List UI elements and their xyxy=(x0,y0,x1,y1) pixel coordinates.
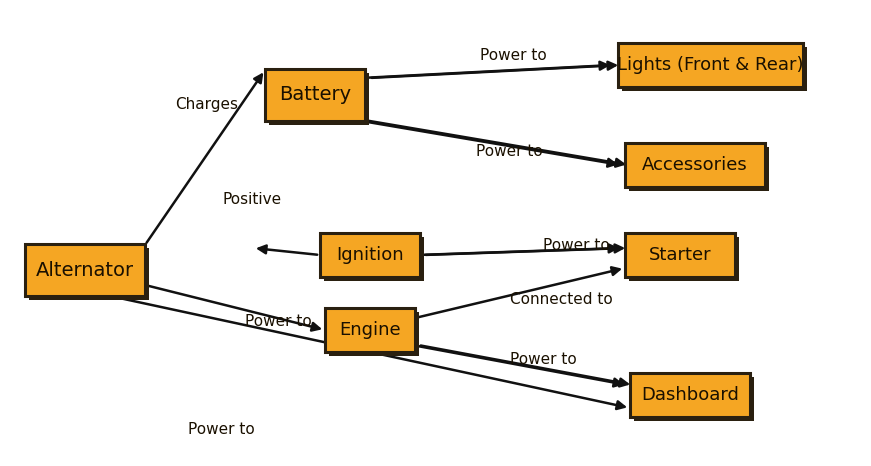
Text: Alternator: Alternator xyxy=(36,260,134,280)
Text: Power to: Power to xyxy=(480,48,547,62)
FancyBboxPatch shape xyxy=(625,233,735,277)
Text: Lights (Front & Rear): Lights (Front & Rear) xyxy=(617,56,803,74)
Text: Battery: Battery xyxy=(279,85,351,104)
FancyBboxPatch shape xyxy=(618,43,802,87)
Text: Engine: Engine xyxy=(339,321,401,339)
FancyBboxPatch shape xyxy=(325,308,415,352)
FancyBboxPatch shape xyxy=(629,147,769,191)
FancyBboxPatch shape xyxy=(622,47,807,91)
FancyBboxPatch shape xyxy=(25,244,145,296)
FancyBboxPatch shape xyxy=(29,248,149,300)
Text: Ignition: Ignition xyxy=(336,246,404,264)
Text: Power to: Power to xyxy=(543,238,610,253)
FancyBboxPatch shape xyxy=(629,237,739,281)
FancyBboxPatch shape xyxy=(625,143,765,187)
Text: Power to: Power to xyxy=(188,423,254,438)
Text: Power to: Power to xyxy=(510,352,577,368)
FancyBboxPatch shape xyxy=(630,373,750,417)
Text: Dashboard: Dashboard xyxy=(641,386,739,404)
FancyBboxPatch shape xyxy=(634,377,754,421)
Text: Charges: Charges xyxy=(175,97,238,112)
FancyBboxPatch shape xyxy=(265,69,365,121)
Text: Power to: Power to xyxy=(245,315,312,329)
Text: Power to: Power to xyxy=(476,144,543,159)
FancyBboxPatch shape xyxy=(269,73,369,125)
Text: Positive: Positive xyxy=(222,192,281,207)
Text: Connected to: Connected to xyxy=(510,293,613,308)
FancyBboxPatch shape xyxy=(324,237,424,281)
FancyBboxPatch shape xyxy=(320,233,420,277)
Text: Accessories: Accessories xyxy=(642,156,748,174)
Text: Starter: Starter xyxy=(649,246,712,264)
FancyBboxPatch shape xyxy=(329,312,419,356)
